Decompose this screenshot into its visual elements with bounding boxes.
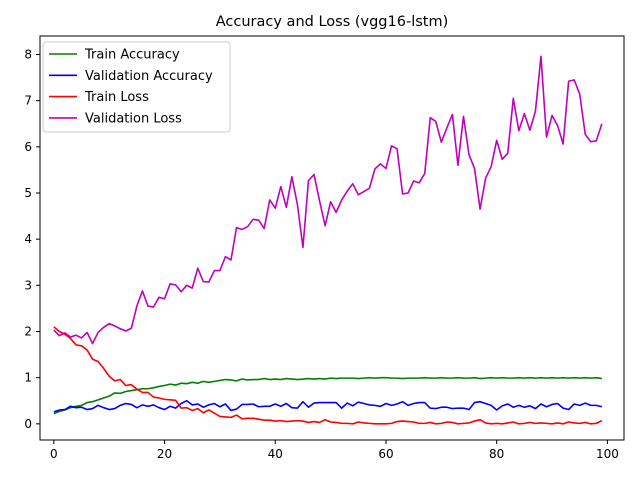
legend-label: Validation Loss <box>85 111 182 126</box>
y-tick-label: 8 <box>24 47 32 61</box>
y-tick-label: 2 <box>24 324 32 338</box>
y-tick-label: 3 <box>24 278 32 292</box>
x-tick-label: 20 <box>157 447 172 461</box>
x-tick-label: 60 <box>378 447 393 461</box>
x-tick-label: 100 <box>596 447 619 461</box>
plot-lines <box>53 55 603 425</box>
chart-title: Accuracy and Loss (vgg16-lstm) <box>216 14 449 30</box>
y-tick-label: 4 <box>24 232 32 246</box>
legend: Train Accuracy Validation Accuracy Train L… <box>42 41 231 133</box>
x-axis: 0 20 40 60 80 100 <box>50 440 619 461</box>
x-tick-label: 80 <box>489 447 504 461</box>
y-tick-label: 1 <box>24 371 32 385</box>
legend-label: Train Loss <box>84 90 149 105</box>
series-line-2 <box>53 326 603 425</box>
plot-area <box>39 35 625 441</box>
y-tick-label: 7 <box>24 94 32 108</box>
legend-box <box>42 41 231 133</box>
y-axis: 0 1 2 3 4 5 6 7 8 <box>24 47 40 431</box>
legend-label: Train Accuracy <box>84 48 180 63</box>
series-line-3 <box>53 55 603 345</box>
x-tick-label: 0 <box>50 447 58 461</box>
series-line-1 <box>53 399 603 413</box>
x-tick-label: 40 <box>268 447 283 461</box>
axes-frame <box>39 35 625 441</box>
legend-label: Validation Accuracy <box>85 69 213 84</box>
y-tick-label: 6 <box>24 140 32 154</box>
y-tick-label: 0 <box>24 417 32 431</box>
y-tick-label: 5 <box>24 186 32 200</box>
series-line-0 <box>53 376 602 415</box>
